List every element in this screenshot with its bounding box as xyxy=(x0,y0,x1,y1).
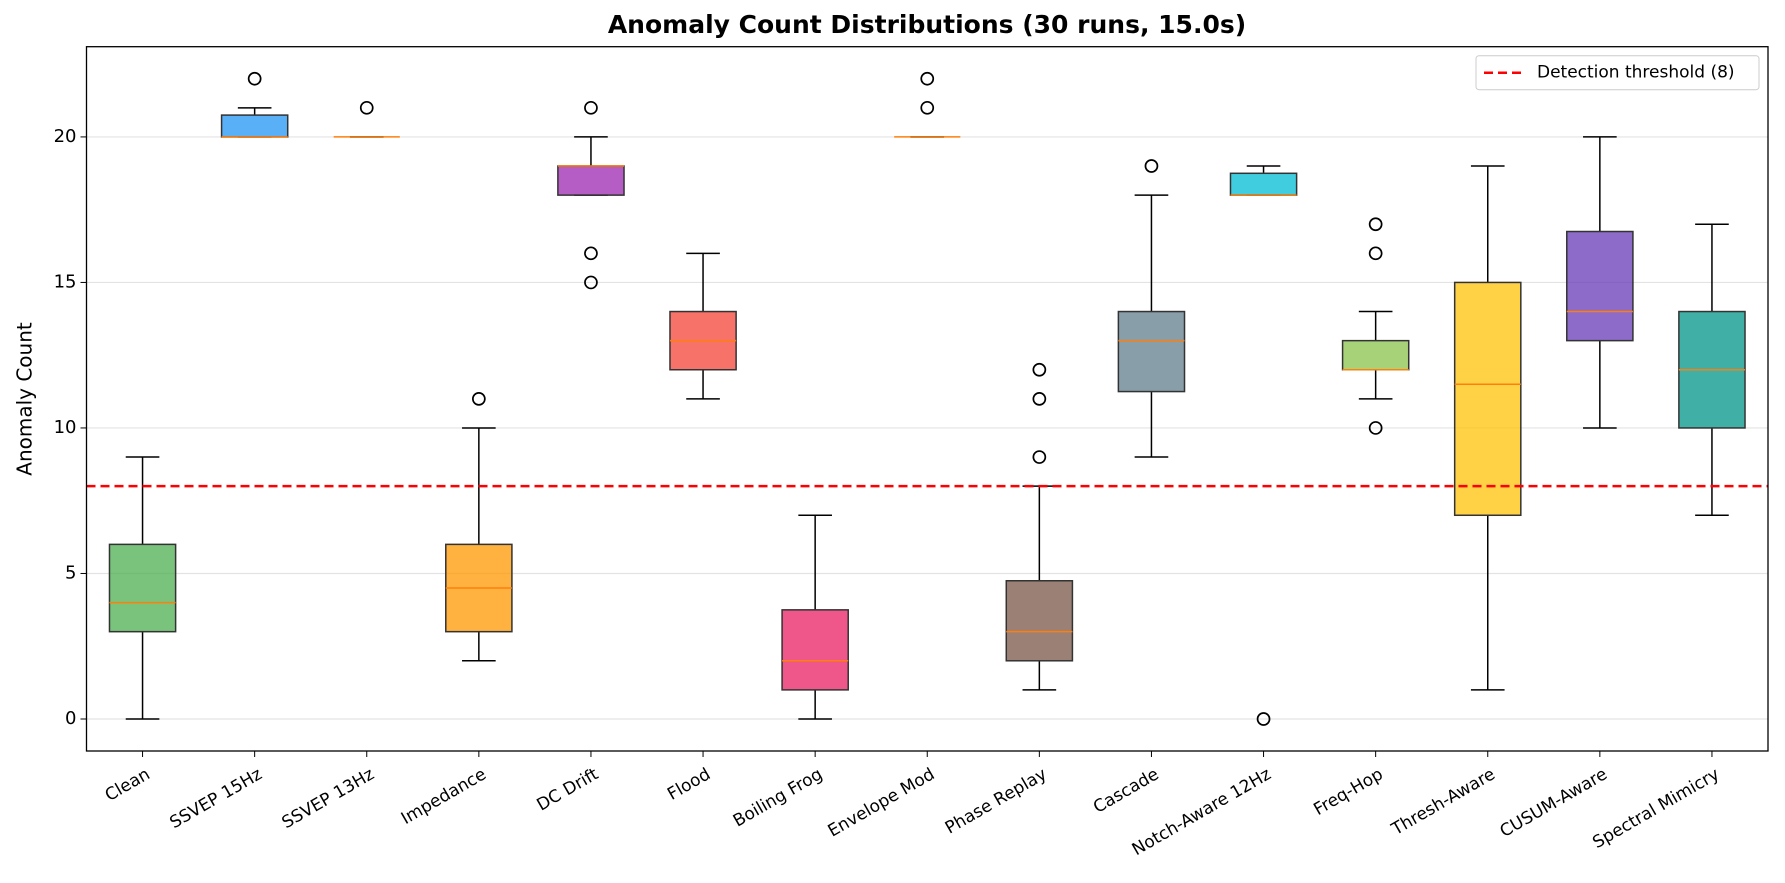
y-tick-label: 15 xyxy=(54,271,77,292)
x-tick-label: DC Drift xyxy=(533,764,602,815)
box xyxy=(1117,310,1186,393)
box xyxy=(1005,579,1074,662)
x-tick-label: Boiling Frog xyxy=(730,764,826,831)
box xyxy=(1229,172,1298,196)
y-tick-label: 0 xyxy=(65,708,76,729)
x-tick-label: Freq-Hop xyxy=(1310,764,1386,820)
chart-title: Anomaly Count Distributions (30 runs, 15… xyxy=(608,10,1246,39)
x-tick-label: Phase Replay xyxy=(942,764,1050,838)
axes-frame xyxy=(85,46,1769,752)
outlier xyxy=(359,100,374,115)
outlier xyxy=(1368,246,1383,261)
outlier xyxy=(1032,392,1047,406)
x-tick-label: CUSUM-Aware xyxy=(1497,764,1611,841)
outlier xyxy=(1032,450,1047,464)
x-tick-label: Envelope Mod xyxy=(825,764,939,841)
y-tick-label: 10 xyxy=(54,417,77,438)
outlier xyxy=(920,71,935,86)
outlier xyxy=(1144,159,1159,173)
x-tick-label: Impedance xyxy=(398,764,490,829)
outlier xyxy=(1368,217,1383,232)
x-tick-label: Cascade xyxy=(1090,764,1163,817)
y-axis-label: Anomaly Count xyxy=(13,322,37,476)
x-tick-label: SSVEP 15Hz xyxy=(166,764,265,833)
x-tick-label: Spectral Mimicry xyxy=(1589,764,1723,853)
outlier xyxy=(1032,362,1047,377)
box xyxy=(1341,339,1410,371)
box xyxy=(1453,281,1522,517)
outlier xyxy=(247,71,262,86)
outlier xyxy=(1256,712,1271,726)
y-tick-label: 20 xyxy=(54,126,77,147)
x-tick-label: Flood xyxy=(664,764,714,804)
x-tick-label: Clean xyxy=(102,764,154,805)
y-tick-label: 5 xyxy=(65,562,76,583)
box xyxy=(557,165,625,196)
outlier xyxy=(1368,421,1383,435)
legend-label: Detection threshold (8) xyxy=(1537,63,1735,83)
outlier xyxy=(472,392,486,406)
x-tick-label: SSVEP 13Hz xyxy=(279,764,378,833)
box xyxy=(220,114,289,138)
outlier xyxy=(584,246,598,261)
x-tick-label: Thresh-Aware xyxy=(1387,764,1498,840)
outlier xyxy=(584,100,598,115)
outlier xyxy=(920,100,935,115)
box xyxy=(781,609,849,691)
box xyxy=(1566,230,1634,342)
legend-box xyxy=(1475,55,1760,91)
outlier xyxy=(584,275,598,290)
box xyxy=(108,543,177,633)
